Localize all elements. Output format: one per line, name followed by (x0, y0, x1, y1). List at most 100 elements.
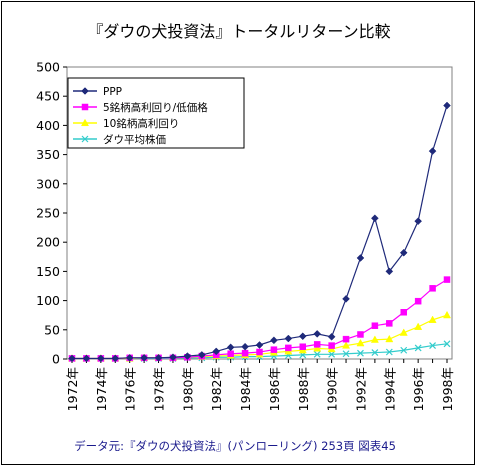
data-point (370, 335, 379, 343)
data-point (327, 332, 336, 341)
legend-marker (81, 87, 89, 95)
data-point (385, 267, 394, 276)
data-point (197, 351, 206, 359)
data-point (442, 310, 452, 319)
data-point (313, 344, 322, 352)
data-point (342, 350, 350, 358)
data-point (328, 342, 335, 349)
data-point (299, 343, 307, 350)
data-point (414, 297, 422, 305)
data-point (385, 334, 394, 343)
data-point (386, 320, 393, 327)
legend-marker (81, 103, 89, 111)
data-point (429, 342, 437, 349)
legend-entry: PPP (103, 86, 122, 98)
data-point (428, 315, 437, 323)
legend-entry: ダウ平均株価 (103, 133, 166, 146)
x-tick-label: 1980年 (180, 367, 195, 411)
data-point (414, 344, 422, 352)
x-tick-label: 1998年 (440, 367, 455, 411)
y-axis: 0 50 100 150 200 250 300 350 400 450 500 (36, 60, 67, 367)
data-point (313, 341, 321, 348)
data-point (443, 276, 451, 283)
data-point (371, 214, 379, 223)
x-tick-label: 1988年 (296, 367, 311, 411)
data-point (443, 101, 451, 110)
data-point (357, 349, 364, 357)
y-tick-label: 150 (36, 264, 60, 279)
series-1 (68, 101, 451, 363)
y-tick-label: 250 (36, 206, 60, 221)
x-tick-label: 1986年 (267, 367, 282, 411)
source-note: データ元:『ダウの犬投資法』(パンローリング) 253頁 図表45 (74, 439, 396, 453)
data-point (227, 350, 234, 357)
series-layer (67, 101, 452, 363)
y-tick-label: 100 (36, 293, 60, 308)
x-tick-label: 1978年 (152, 367, 167, 411)
data-point (284, 334, 293, 343)
data-point (356, 254, 365, 262)
x-tick-label: 1974年 (94, 367, 109, 411)
data-point (154, 353, 163, 362)
data-point (357, 331, 364, 338)
data-point (270, 336, 278, 345)
y-tick-label: 200 (36, 235, 60, 250)
y-tick-label: 0 (52, 352, 60, 367)
legend-entry: 5銘柄高利回り/低価格 (103, 101, 208, 114)
data-point (371, 322, 379, 329)
data-point (111, 354, 120, 363)
data-point (313, 330, 322, 338)
data-point (298, 332, 307, 341)
data-point (140, 353, 148, 362)
data-point (212, 347, 221, 356)
data-point (342, 294, 350, 303)
x-tick-label: 1996年 (411, 367, 426, 411)
legend-marker (81, 135, 89, 143)
data-point (356, 338, 365, 347)
data-point (342, 335, 350, 343)
x-tick-label: 1992年 (353, 367, 368, 411)
y-tick-label: 50 (44, 322, 60, 337)
legend-box (67, 77, 245, 149)
x-tick-label: 1984年 (238, 367, 253, 411)
x-tick-label: 1982年 (209, 367, 224, 411)
data-point (241, 342, 249, 351)
data-point (328, 350, 336, 358)
data-point (313, 350, 321, 358)
data-point (414, 217, 423, 226)
data-point (443, 340, 451, 348)
data-point (270, 346, 278, 353)
legend-marker (80, 118, 90, 127)
data-point (96, 354, 105, 363)
data-point (285, 344, 292, 352)
x-tick-label: 1972年 (65, 367, 80, 411)
data-point (399, 248, 408, 257)
data-point (371, 349, 379, 357)
data-point (414, 322, 423, 330)
data-point (241, 349, 249, 357)
y-tick-label: 350 (36, 147, 60, 162)
data-point (429, 285, 436, 292)
data-point (342, 341, 351, 349)
y-tick-label: 300 (36, 176, 60, 191)
chart-title: 『ダウの犬投資法』トータルリターン比較 (87, 22, 390, 41)
data-point (82, 354, 91, 363)
x-axis: 1972年 1974年 1976年 1978年 1980年 1982年 1984年 1986年… (65, 359, 455, 411)
legend-entry: 10銘柄高利回り (103, 117, 179, 130)
y-tick-label: 450 (36, 89, 60, 104)
data-point (68, 354, 76, 363)
y-tick-label: 500 (36, 60, 60, 75)
data-point (183, 352, 192, 360)
data-point (400, 346, 408, 354)
x-tick-label: 1990年 (325, 367, 340, 411)
data-point (125, 353, 134, 362)
x-tick-label: 1976年 (123, 367, 138, 411)
data-point (385, 348, 393, 356)
data-point (428, 147, 437, 155)
data-point (256, 348, 263, 356)
data-point (399, 328, 408, 336)
y-tick-label: 400 (36, 118, 60, 133)
x-tick-label: 1994年 (382, 367, 397, 411)
